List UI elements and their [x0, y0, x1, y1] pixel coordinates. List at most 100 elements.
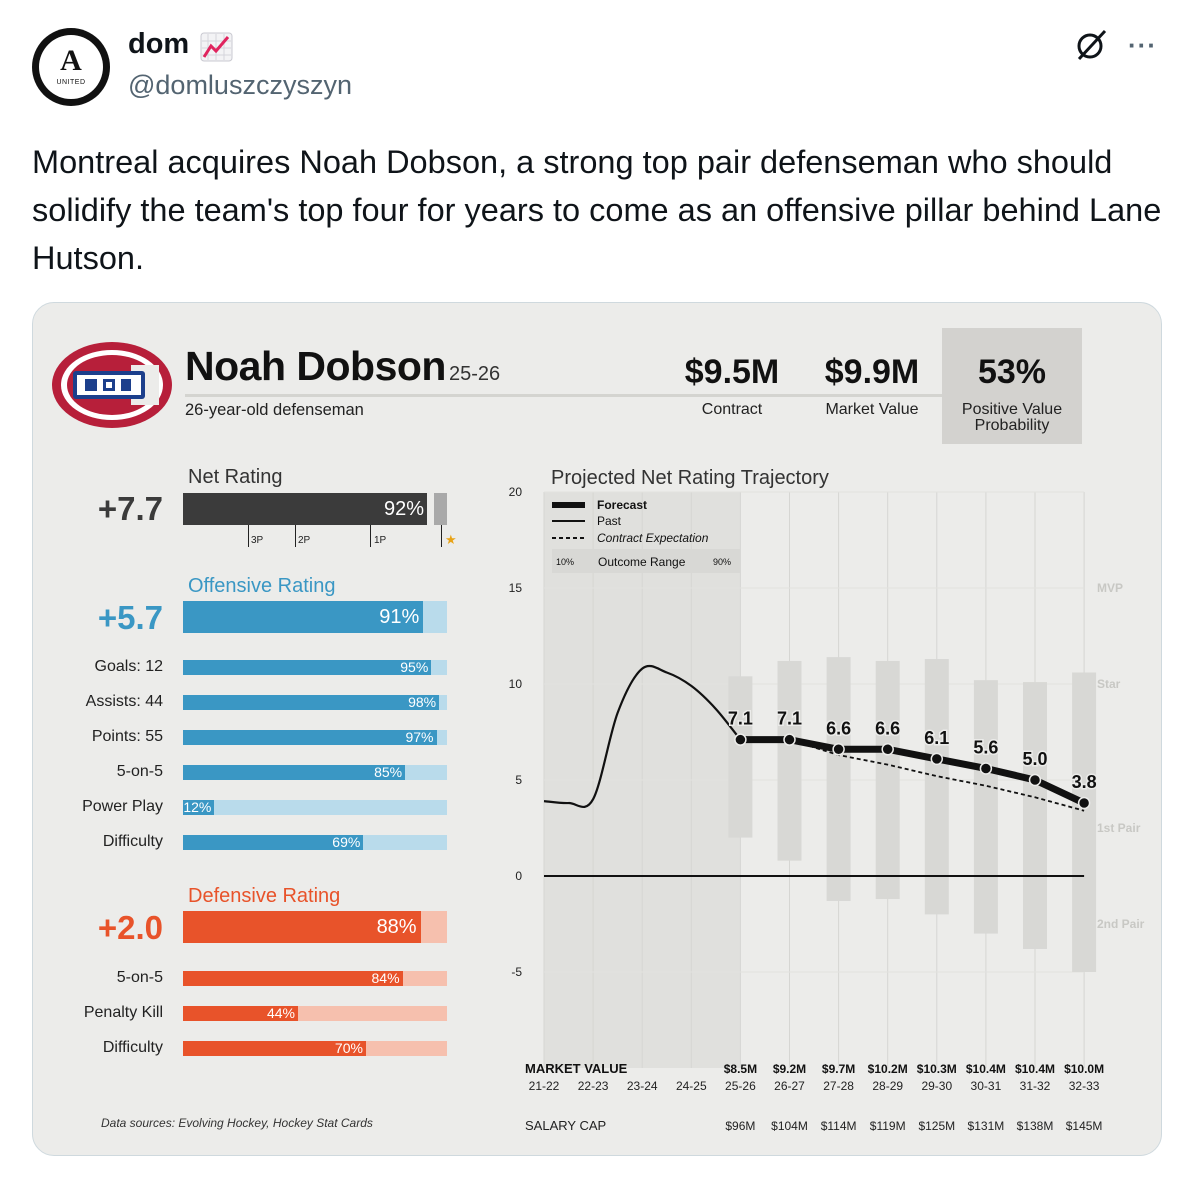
- legend-forecast: Forecast: [597, 498, 647, 512]
- defensive-rating-pct: 88%: [376, 916, 417, 938]
- chart-title: Projected Net Rating Trajectory: [551, 467, 829, 489]
- market-value-label: $10.2M: [868, 1062, 908, 1076]
- outcome-range-bar: [1072, 672, 1097, 972]
- author-handle[interactable]: @domluszczyszyn: [128, 70, 352, 100]
- defensive-row-pct: 44%: [266, 1005, 295, 1021]
- forecast-data-label: 6.6: [875, 718, 900, 738]
- market-value-label: $10.3M: [917, 1062, 957, 1076]
- tick-label-3p: 3P: [251, 535, 264, 546]
- y-tick-label: 0: [515, 869, 522, 883]
- trajectory-chart: 20 15 10 5 0 -5 MVP Star 1st Pair 2nd Pair 7.1 7.1 6…: [509, 467, 1145, 1133]
- salary-cap-label: $119M: [870, 1119, 906, 1133]
- offensive-row-label: Goals: 12: [94, 658, 163, 675]
- offensive-row-fill: [183, 800, 215, 815]
- author-avatar[interactable]: A UNITED: [32, 28, 110, 106]
- data-sources: Data sources: Evolving Hockey, Hockey St…: [101, 1116, 373, 1130]
- x-tick-label: 31-32: [1020, 1079, 1051, 1093]
- forecast-point: [734, 733, 747, 746]
- market-value-label: $10.4M: [1015, 1062, 1055, 1076]
- defensive-row-label: Penalty Kill: [83, 1004, 163, 1021]
- net-rating-value: +7.7: [97, 490, 163, 527]
- offensive-row-bar: 98%: [183, 695, 447, 710]
- team-logo-icon: [52, 342, 172, 428]
- defensive-row-label: Difficulty: [102, 1039, 163, 1056]
- forecast-data-label: 5.0: [1022, 749, 1047, 769]
- x-tick-label: 30-31: [971, 1079, 1002, 1093]
- outcome-range-bar: [777, 660, 802, 861]
- defensive-row-pct: 70%: [334, 1040, 363, 1056]
- offensive-rating-bar: 91%: [183, 601, 447, 633]
- star-icon: ★: [445, 532, 457, 547]
- forecast-data-label: 3.8: [1072, 772, 1097, 792]
- offensive-row-bar: 95%: [183, 660, 447, 675]
- offensive-row-pct: 98%: [408, 694, 437, 710]
- salary-cap-label: $96M: [725, 1119, 755, 1133]
- offensive-row-pct: 97%: [405, 729, 434, 745]
- positive-value-label-line2: Probability: [974, 417, 1050, 434]
- media-card[interactable]: Noah Dobson 25-26 26-year-old defenseman…: [32, 302, 1162, 1156]
- defensive-row-pct: 84%: [371, 970, 400, 986]
- positive-value-label-line1: Positive Value: [961, 401, 1063, 418]
- forecast-data-label: 7.1: [777, 709, 802, 729]
- tier-label: 1st Pair: [1097, 821, 1141, 835]
- forecast-point: [832, 743, 845, 756]
- positive-value-box: 53% Positive Value Probability: [942, 328, 1082, 444]
- defensive-row-fill: [183, 1041, 366, 1056]
- grok-icon[interactable]: [1074, 28, 1108, 62]
- avatar-subtext: UNITED: [56, 79, 86, 86]
- tick-star: [441, 525, 442, 547]
- salary-cap-label: $145M: [1066, 1119, 1103, 1133]
- legend-range: Outcome Range: [598, 555, 686, 569]
- legend-range-high: 90%: [713, 557, 731, 567]
- outcome-range-bar: [924, 659, 949, 915]
- tick-3p: [248, 525, 249, 547]
- offensive-row-pct: 12%: [183, 799, 212, 815]
- defensive-rating-title: Defensive Rating: [188, 885, 341, 907]
- outcome-range-bar: [973, 680, 998, 934]
- x-tick-label: 23-24: [627, 1079, 658, 1093]
- defensive-rating-bar: 88%: [183, 911, 447, 943]
- offensive-row-fill: [183, 765, 406, 780]
- tick-label-2p: 2P: [298, 535, 311, 546]
- offensive-row-bar: 97%: [183, 730, 447, 745]
- outcome-range-bar: [1023, 682, 1047, 949]
- y-tick-label: 10: [509, 677, 523, 691]
- salary-cap-label: $131M: [968, 1119, 1005, 1133]
- tier-label: Star: [1097, 677, 1121, 691]
- x-tick-label: 27-28: [823, 1079, 854, 1093]
- offensive-row-pct: 85%: [374, 764, 403, 780]
- more-icon[interactable]: ···: [1128, 30, 1157, 60]
- offensive-row-label: 5-on-5: [116, 763, 163, 780]
- market-value-label: Market Value: [825, 401, 919, 418]
- offensive-row-fill: [183, 730, 437, 745]
- tier-label: MVP: [1097, 581, 1123, 595]
- defensive-rating-fill: [183, 911, 421, 943]
- avatar-inner: A UNITED: [39, 35, 103, 99]
- defensive-row-bar: 70%: [183, 1041, 447, 1056]
- legend-past: Past: [597, 514, 622, 528]
- net-rating-remainder: [434, 493, 447, 525]
- outcome-range-bar: [728, 676, 753, 838]
- forecast-point: [1028, 773, 1042, 787]
- outcome-range-bar: [875, 660, 900, 900]
- offensive-row-label: Assists: 44: [85, 693, 163, 710]
- net-rating-pct: 92%: [383, 498, 424, 520]
- forecast-point: [881, 743, 894, 756]
- display-name[interactable]: dom: [128, 28, 190, 60]
- y-tick-label: -5: [511, 965, 522, 979]
- market-value-label: $8.5M: [724, 1062, 757, 1076]
- x-tick-label: 28-29: [872, 1079, 903, 1093]
- forecast-line: [740, 736, 1086, 807]
- chart-increasing-emoji-icon: [200, 32, 233, 62]
- tweet-text: Montreal acquires Noah Dobson, a strong …: [32, 144, 1162, 276]
- x-tick-label: 26-27: [774, 1079, 805, 1093]
- forecast-point: [979, 762, 993, 775]
- offensive-row-bar: 12%: [183, 800, 447, 815]
- x-tick-label: 29-30: [921, 1079, 952, 1093]
- offensive-rating-title: Offensive Rating: [188, 575, 336, 597]
- salary-cap-label: $138M: [1017, 1119, 1054, 1133]
- net-rating-bar: 92%: [183, 493, 448, 525]
- salary-cap-header: SALARY CAP: [525, 1118, 606, 1133]
- tick-label-1p: 1P: [374, 535, 387, 546]
- offensive-row-label: Power Play: [82, 798, 163, 815]
